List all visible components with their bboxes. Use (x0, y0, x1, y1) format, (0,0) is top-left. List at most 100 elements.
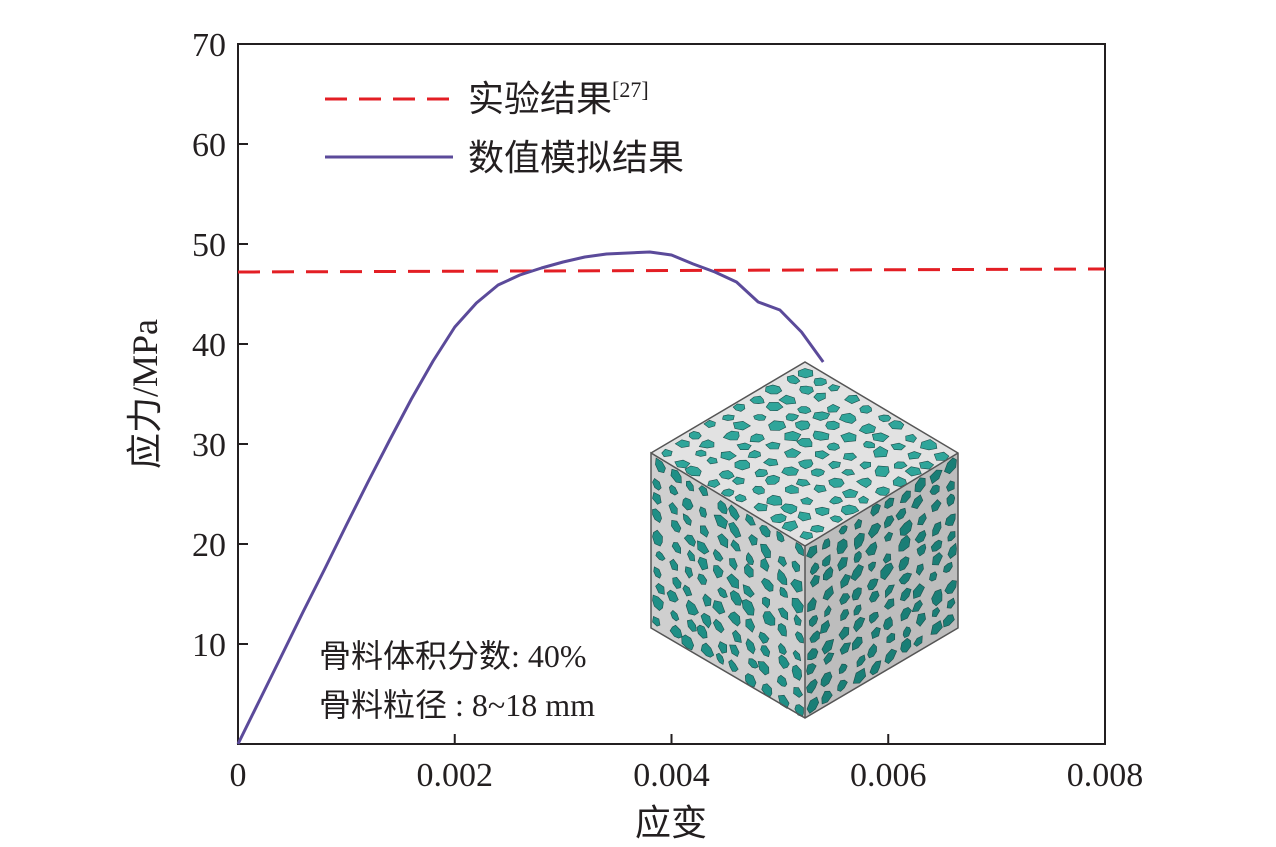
aggregate-particle (748, 534, 758, 546)
aggregate-particle (827, 403, 841, 413)
aggregate-particle (931, 499, 942, 513)
aggregate-particle (670, 468, 682, 484)
aggregate-particle (863, 440, 875, 449)
aggregate-particle (685, 599, 699, 616)
aggregate-particle (886, 632, 896, 643)
aggregate-particle (829, 496, 844, 505)
x-tick-label: 0.002 (417, 757, 494, 794)
aggregate-particle (822, 585, 834, 601)
aggregate-particle (728, 522, 742, 539)
aggregate-particle (858, 423, 876, 435)
aggregate-particle (712, 565, 724, 579)
aggregate-particle (899, 519, 913, 536)
aggregate-particle (697, 573, 708, 585)
aggregate-particle (931, 606, 941, 618)
aggregate-particle (776, 530, 785, 543)
legend-label-simulation: 数值模拟结果 (468, 138, 684, 178)
x-tick-label: 0.004 (633, 757, 710, 794)
aggregate-particle (686, 619, 697, 632)
aggregate-particle (777, 568, 788, 586)
aggregate-particle (794, 420, 811, 431)
aggregate-particle (717, 500, 728, 515)
aggregate-particle (717, 533, 729, 549)
aggregate-particle (685, 480, 695, 492)
aggregate-particle (800, 497, 814, 505)
y-tick-label: 70 (192, 27, 226, 64)
aggregate-particle (840, 432, 857, 443)
aggregate-particle (854, 518, 863, 530)
aggregate-particle (741, 599, 755, 616)
aggregate-particle (812, 411, 831, 421)
aggregate-particle (770, 513, 787, 524)
aggregate-particle (717, 641, 728, 654)
aggregate-particle (806, 678, 818, 694)
aggregate-particle (839, 593, 851, 606)
aggregate-particle (852, 667, 867, 684)
aggregate-particle (765, 441, 781, 450)
aggregate-particle (669, 558, 679, 571)
legend-label-experiment: 实验结果[27] (468, 77, 649, 119)
aggregate-particle (778, 642, 787, 655)
aggregate-particle (858, 495, 869, 504)
aggregate-particle (715, 652, 725, 665)
aggregate-particle (729, 590, 743, 606)
aggregate-particle (727, 611, 741, 627)
aggregate-particle (933, 451, 950, 461)
aggregate-particle (748, 658, 759, 669)
aggregate-particle (668, 502, 678, 515)
aggregate-particle (762, 596, 771, 609)
aggregate-particle (749, 433, 765, 443)
aggregate-particle (747, 449, 762, 459)
aggregate-particle (867, 522, 882, 539)
aggregate-particle (652, 491, 662, 505)
aggregate-particle (765, 384, 783, 395)
aggregate-particle (682, 497, 694, 511)
aggregate-particle (890, 442, 907, 451)
aggregate-particle (884, 598, 895, 610)
aggregate-particle (919, 460, 935, 470)
aggregate-particle (757, 661, 770, 676)
aggregate-particle (932, 552, 943, 566)
aggregate-particle (824, 605, 832, 618)
aggregate-particle (765, 402, 784, 412)
aggregate-particle (682, 584, 693, 597)
aggregate-particle (731, 476, 745, 485)
aggregate-particle (944, 457, 957, 475)
aggregate-particle (722, 414, 735, 421)
aggregate-particle (837, 557, 848, 572)
aggregate-particle (807, 648, 819, 661)
aggregate-particle (856, 654, 866, 668)
aggregate-particle (752, 485, 765, 495)
aggregate-particle (713, 514, 728, 530)
y-tick-label: 50 (192, 227, 226, 264)
aggregate-particle (813, 484, 827, 493)
aggregate-particle (722, 430, 740, 441)
aggregate-particle (732, 629, 742, 643)
aggregate-particle (696, 624, 708, 639)
aggregate-particle (829, 515, 843, 523)
aggregate-particle (884, 584, 895, 599)
aggregate-particle (753, 502, 768, 512)
aggregate-particle (852, 636, 863, 651)
aggregate-particle (821, 538, 831, 550)
aggregate-particle (779, 586, 789, 598)
legend-label-experiment-text: 实验结果 (468, 79, 612, 119)
x-tick-label: 0.006 (850, 757, 927, 794)
aggregate-particle (883, 616, 893, 631)
aggregate-particle (655, 457, 666, 474)
aggregate-particle (916, 543, 927, 557)
aggregate-particle (795, 478, 811, 487)
aggregate-particle (851, 587, 862, 601)
aggregate-particle (821, 690, 833, 705)
aggregate-particle (699, 525, 709, 538)
aggregate-particle (914, 529, 927, 544)
aggregate-particle (653, 566, 662, 579)
aggregate-particle (900, 637, 912, 653)
aggregate-particle (712, 600, 726, 615)
aggregate-particle (806, 696, 820, 714)
aggregate-particle (760, 557, 770, 572)
aggregate-particle (875, 486, 890, 496)
aggregate-particle (898, 534, 911, 552)
aggregate-particle (809, 562, 820, 576)
aggregate-particle (813, 377, 827, 386)
